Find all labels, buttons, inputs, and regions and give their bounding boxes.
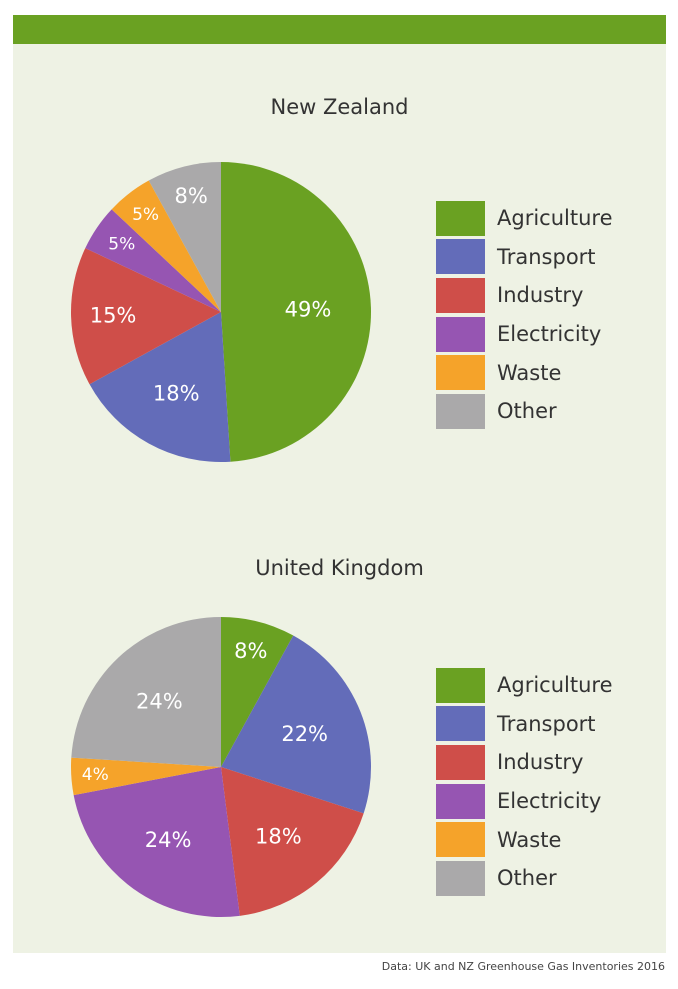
legend-swatch-waste	[436, 355, 485, 391]
legend-label-waste: Waste	[497, 827, 562, 852]
slice-label-agriculture: 8%	[234, 639, 267, 663]
legend-label-electricity: Electricity	[497, 789, 602, 814]
legend-item-agriculture: Agriculture	[436, 666, 613, 705]
legend-swatch-electricity	[436, 316, 485, 352]
slice-label-transport: 18%	[153, 381, 200, 405]
legend-swatch-industry	[436, 744, 485, 780]
pie-slice-other	[71, 617, 221, 767]
legend-label-waste: Waste	[497, 360, 562, 385]
legend-label-industry: Industry	[497, 750, 584, 775]
legend-label-other: Other	[497, 866, 557, 891]
legend-item-waste: Waste	[436, 353, 613, 392]
legend-label-transport: Transport	[497, 244, 596, 269]
header-banner	[13, 15, 666, 44]
pie-slice-electricity	[73, 767, 240, 917]
legend-swatch-industry	[436, 277, 485, 313]
slice-label-transport: 22%	[281, 722, 328, 746]
legend-item-electricity: Electricity	[436, 782, 613, 821]
legend-item-waste: Waste	[436, 820, 613, 859]
legend-label-agriculture: Agriculture	[497, 206, 613, 231]
slice-label-industry: 15%	[90, 303, 137, 327]
legend-item-transport: Transport	[436, 705, 613, 744]
slice-label-industry: 18%	[255, 824, 302, 848]
legend-swatch-waste	[436, 822, 485, 858]
legend-item-other: Other	[436, 859, 613, 898]
legend-item-other: Other	[436, 392, 613, 431]
pie-slice-industry	[221, 767, 364, 916]
legend-swatch-agriculture	[436, 200, 485, 236]
slice-label-electricity: 24%	[145, 828, 192, 852]
infographic-panel: New Zealand 49% 18% 15% 5% 5% 8% Agriculture T…	[13, 15, 666, 953]
data-source-note: Data: UK and NZ Greenhouse Gas Inventori…	[381, 960, 665, 973]
pie-chart-new-zealand: 49% 18% 15% 5% 5% 8%	[71, 162, 372, 462]
pie-slice-other	[148, 162, 221, 312]
legend-swatch-other	[436, 860, 485, 896]
legend-item-agriculture: Agriculture	[436, 199, 613, 238]
pie-slice-industry	[71, 248, 221, 385]
legend-label-transport: Transport	[497, 711, 596, 736]
chart-title-united-kingdom: United Kingdom	[255, 556, 424, 580]
legend-swatch-electricity	[436, 783, 485, 819]
legend-new-zealand: Agriculture Transport Industry Electricity W…	[436, 199, 613, 431]
slice-label-electricity: 5%	[108, 235, 135, 255]
legend-swatch-agriculture	[436, 667, 485, 703]
legend-label-industry: Industry	[497, 283, 584, 308]
pie-slice-electricity	[85, 209, 221, 312]
pie-slice-transport	[221, 635, 371, 814]
legend-swatch-transport	[436, 239, 485, 275]
slice-label-other: 24%	[136, 689, 183, 713]
pie-chart-united-kingdom: 8% 22% 18% 24% 4% 24%	[71, 617, 371, 917]
legend-label-electricity: Electricity	[497, 322, 602, 347]
pie-slice-agriculture	[221, 617, 294, 767]
legend-swatch-transport	[436, 706, 485, 742]
legend-item-electricity: Electricity	[436, 315, 613, 354]
legend-item-industry: Industry	[436, 276, 613, 315]
legend-swatch-other	[436, 393, 485, 429]
slice-label-other: 8%	[174, 184, 207, 208]
legend-item-industry: Industry	[436, 743, 613, 782]
pie-slice-waste	[111, 180, 221, 312]
slice-label-waste: 4%	[82, 765, 109, 785]
legend-label-other: Other	[497, 399, 557, 424]
chart-title-new-zealand: New Zealand	[270, 95, 409, 119]
legend-item-transport: Transport	[436, 238, 613, 277]
pie-slice-transport	[89, 312, 231, 462]
pie-slice-agriculture	[221, 162, 372, 462]
pie-slice-waste	[71, 757, 221, 796]
legend-united-kingdom: Agriculture Transport Industry Electricity W…	[436, 666, 613, 898]
legend-label-agriculture: Agriculture	[497, 673, 613, 698]
slice-label-agriculture: 49%	[285, 297, 332, 321]
slice-label-waste: 5%	[132, 205, 159, 225]
